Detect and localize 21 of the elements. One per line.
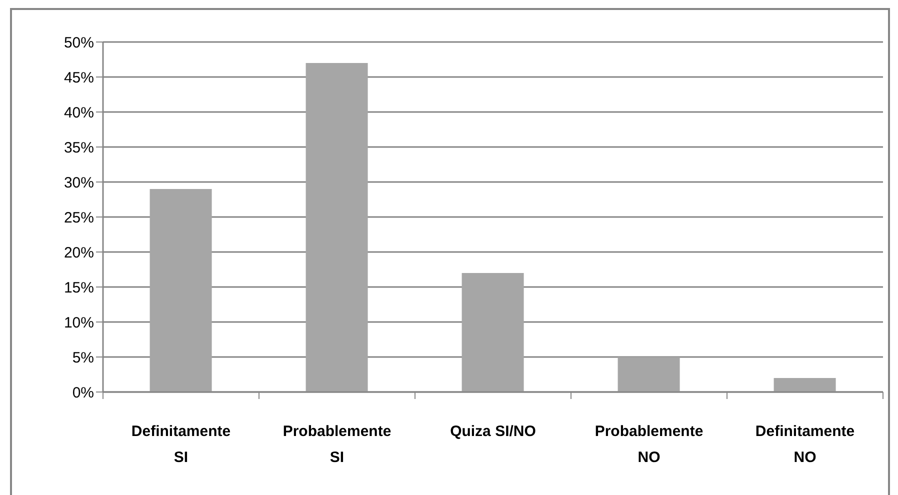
y-tick-label: 50%	[64, 34, 94, 52]
bar	[618, 357, 680, 392]
y-tick-label: 45%	[64, 69, 94, 86]
y-tick-label: 10%	[64, 314, 94, 332]
x-tick-label: Quiza SI/NO	[450, 423, 536, 440]
x-tick-label: Definitamente SI	[131, 423, 231, 466]
y-tick-label: 0%	[72, 384, 94, 402]
x-tick-label: Probablemente SI	[282, 423, 392, 466]
x-tick-label: Probablemente NO	[594, 423, 704, 466]
x-tick-label: Definitamente NO	[755, 423, 855, 466]
y-tick-label: 25%	[64, 209, 94, 226]
y-tick-label: 5%	[72, 349, 94, 366]
bar	[306, 63, 368, 392]
bar	[774, 378, 836, 392]
bar	[462, 273, 524, 392]
y-tick-label: 30%	[64, 174, 94, 192]
y-tick-label: 35%	[64, 139, 94, 156]
y-tick-label: 40%	[64, 104, 94, 122]
y-tick-label: 15%	[64, 279, 94, 296]
y-tick-label: 20%	[64, 244, 94, 262]
bar	[150, 189, 212, 392]
